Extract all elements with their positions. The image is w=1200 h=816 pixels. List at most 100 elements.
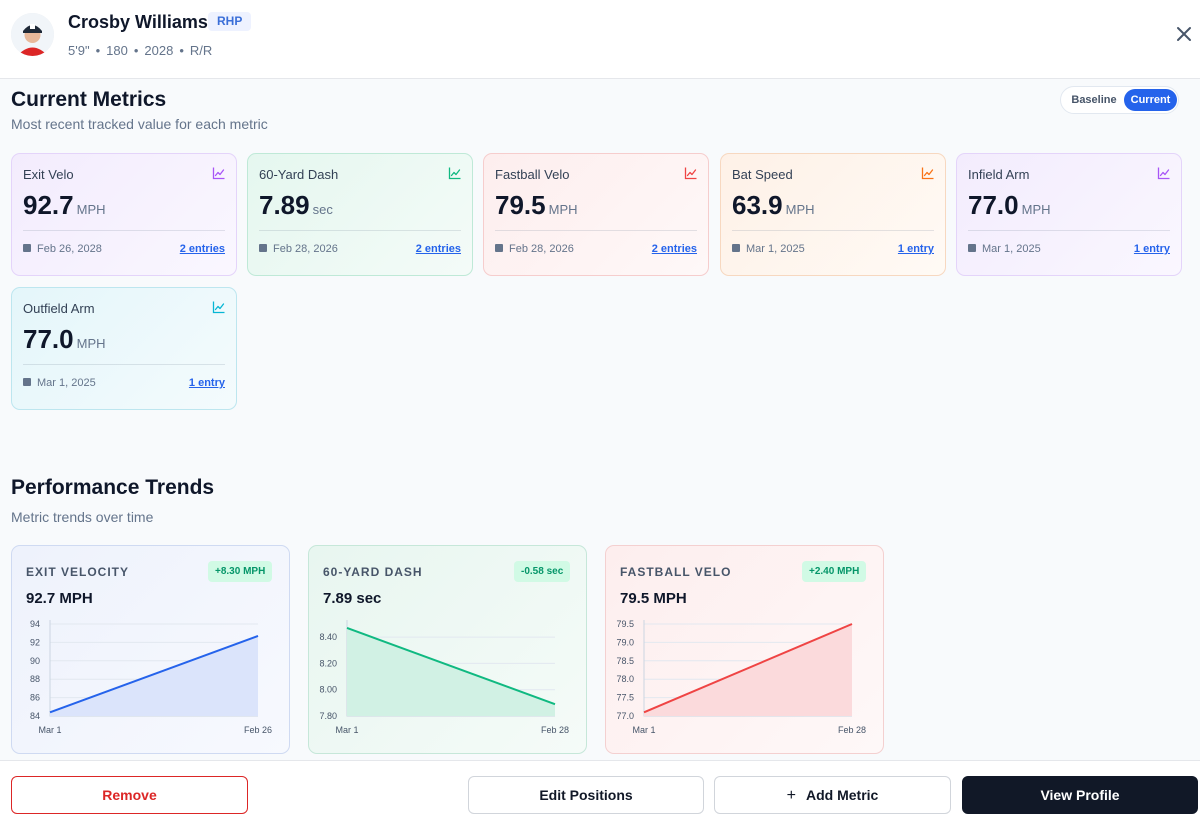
trend-chart-icon[interactable]	[212, 300, 226, 314]
metric-label: 60-Yard Dash	[259, 167, 339, 182]
player-meta: 5'9" • 180 • 2028 • R/R	[68, 43, 212, 58]
metric-date: Feb 28, 2026	[495, 243, 574, 255]
metric-number: 92.7	[23, 190, 74, 220]
trend-line	[346, 627, 556, 706]
metric-unit: MPH	[548, 202, 578, 217]
y-tick-label: 8.20	[319, 658, 337, 668]
metric-number: 77.0	[23, 324, 74, 354]
calendar-icon	[968, 244, 976, 252]
current-metrics-title: Current Metrics	[11, 88, 167, 111]
calendar-icon	[23, 378, 31, 386]
metric-card[interactable]: Bat Speed 63.9 MPH Mar 1, 2025 1 entry	[720, 153, 946, 276]
remove-button[interactable]: Remove	[11, 776, 248, 814]
metric-value: 7.89 sec	[259, 190, 333, 221]
close-button[interactable]	[1172, 22, 1196, 46]
metric-value: 92.7 MPH	[23, 190, 106, 221]
trend-card[interactable]: FASTBALL VELO +2.40 MPH 79.5 MPH 77.0 77.5 78…	[605, 545, 884, 754]
y-tick-label: 90	[30, 656, 40, 666]
metric-label: Infield Arm	[968, 167, 1030, 182]
y-tick-label: 94	[30, 619, 40, 629]
y-tick-label: 92	[30, 637, 40, 647]
x-tick-label: Feb 28	[838, 725, 866, 735]
player-height: 5'9"	[68, 43, 90, 58]
trend-area	[347, 627, 555, 716]
metric-value: 77.0 MPH	[968, 190, 1051, 221]
add-metric-button[interactable]: + Add Metric	[714, 776, 951, 814]
performance-trends-subtitle: Metric trends over time	[11, 509, 154, 525]
player-header: Crosby Williams RHP 5'9" • 180 • 2028 • R/R	[0, 0, 1200, 79]
avatar[interactable]	[11, 13, 54, 56]
calendar-icon	[23, 244, 31, 252]
trend-chart-icon[interactable]	[921, 166, 935, 180]
close-icon	[1177, 27, 1191, 41]
y-tick-label: 78.0	[616, 674, 634, 684]
divider	[968, 230, 1170, 231]
toggle-baseline[interactable]: Baseline	[1071, 94, 1117, 106]
trend-delta-badge: +2.40 MPH	[802, 561, 867, 582]
calendar-icon	[259, 244, 267, 252]
toggle-current[interactable]: Current	[1124, 89, 1177, 111]
metric-label: Fastball Velo	[495, 167, 570, 182]
metric-date: Mar 1, 2025	[23, 377, 96, 389]
entries-link[interactable]: 1 entry	[188, 377, 225, 389]
trend-title: FASTBALL VELO	[620, 565, 732, 579]
metric-date: Feb 28, 2026	[259, 243, 338, 255]
metric-card[interactable]: Exit Velo 92.7 MPH Feb 26, 2028 2 entries	[11, 153, 237, 276]
trend-card[interactable]: EXIT VELOCITY +8.30 MPH 92.7 MPH 84 86 88 90 92…	[11, 545, 290, 754]
y-tick-label: 78.5	[616, 656, 634, 666]
y-tick-label: 86	[30, 693, 40, 703]
trend-chart: 77.0 77.5 78.0 78.5 79.0 79.5 Mar 1 Feb 28	[616, 619, 866, 735]
metric-unit: sec	[312, 202, 333, 217]
performance-trends-title: Performance Trends	[11, 476, 215, 499]
x-tick-label: Mar 1	[335, 725, 358, 735]
separator-dot: •	[95, 43, 101, 58]
trend-chart-icon[interactable]	[212, 166, 226, 180]
y-tick-label: 7.80	[319, 711, 337, 721]
trend-title: EXIT VELOCITY	[26, 565, 130, 579]
metric-number: 79.5	[495, 190, 546, 220]
metric-date: Mar 1, 2025	[968, 243, 1041, 255]
edit-positions-button[interactable]: Edit Positions	[468, 776, 704, 814]
player-weight: 180	[106, 43, 128, 58]
view-profile-button[interactable]: View Profile	[962, 776, 1198, 814]
metric-card[interactable]: 60-Yard Dash 7.89 sec Feb 28, 2026 2 entries	[247, 153, 473, 276]
metric-card[interactable]: Fastball Velo 79.5 MPH Feb 28, 2026 2 entrie…	[483, 153, 709, 276]
metric-card[interactable]: Infield Arm 77.0 MPH Mar 1, 2025 1 entry	[956, 153, 1182, 276]
metric-date-text: Mar 1, 2025	[982, 243, 1041, 255]
metric-value: 77.0 MPH	[23, 324, 106, 355]
metric-card[interactable]: Outfield Arm 77.0 MPH Mar 1, 2025 1 entry	[11, 287, 237, 410]
y-tick-label: 88	[30, 674, 40, 684]
entries-link[interactable]: 2 entries	[415, 243, 461, 255]
y-tick-label: 8.40	[319, 632, 337, 642]
divider	[23, 364, 225, 365]
calendar-icon	[495, 244, 503, 252]
trend-chart-icon[interactable]	[1157, 166, 1171, 180]
entries-link[interactable]: 1 entry	[1133, 243, 1170, 255]
x-tick-label: Mar 1	[632, 725, 655, 735]
player-name: Crosby Williams	[68, 12, 208, 32]
metric-value: 63.9 MPH	[732, 190, 815, 221]
trend-delta-badge: -0.58 sec	[514, 561, 571, 582]
trend-value: 92.7 MPH	[26, 590, 93, 607]
entries-link[interactable]: 1 entry	[897, 243, 934, 255]
metric-label: Exit Velo	[23, 167, 74, 182]
divider	[259, 230, 461, 231]
trend-title: 60-YARD DASH	[323, 565, 423, 579]
metric-date: Mar 1, 2025	[732, 243, 805, 255]
trend-chart-icon[interactable]	[684, 166, 698, 180]
metric-unit: MPH	[1021, 202, 1051, 217]
metric-date-text: Mar 1, 2025	[746, 243, 805, 255]
entries-link[interactable]: 2 entries	[651, 243, 697, 255]
metric-date-text: Mar 1, 2025	[37, 377, 96, 389]
baseline-current-toggle: Baseline Current	[1060, 86, 1179, 114]
player-class-year: 2028	[144, 43, 174, 58]
trend-card[interactable]: 60-YARD DASH -0.58 sec 7.89 sec 7.80 8.00 8.2…	[308, 545, 587, 754]
separator-dot: •	[179, 43, 184, 58]
metric-unit: MPH	[76, 202, 106, 217]
trend-chart-icon[interactable]	[448, 166, 462, 180]
x-tick-label: Mar 1	[38, 725, 61, 735]
metric-date-text: Feb 28, 2026	[509, 243, 574, 255]
entries-link[interactable]: 2 entries	[179, 243, 225, 255]
metric-unit: MPH	[76, 336, 106, 351]
y-tick-label: 77.5	[616, 693, 634, 703]
